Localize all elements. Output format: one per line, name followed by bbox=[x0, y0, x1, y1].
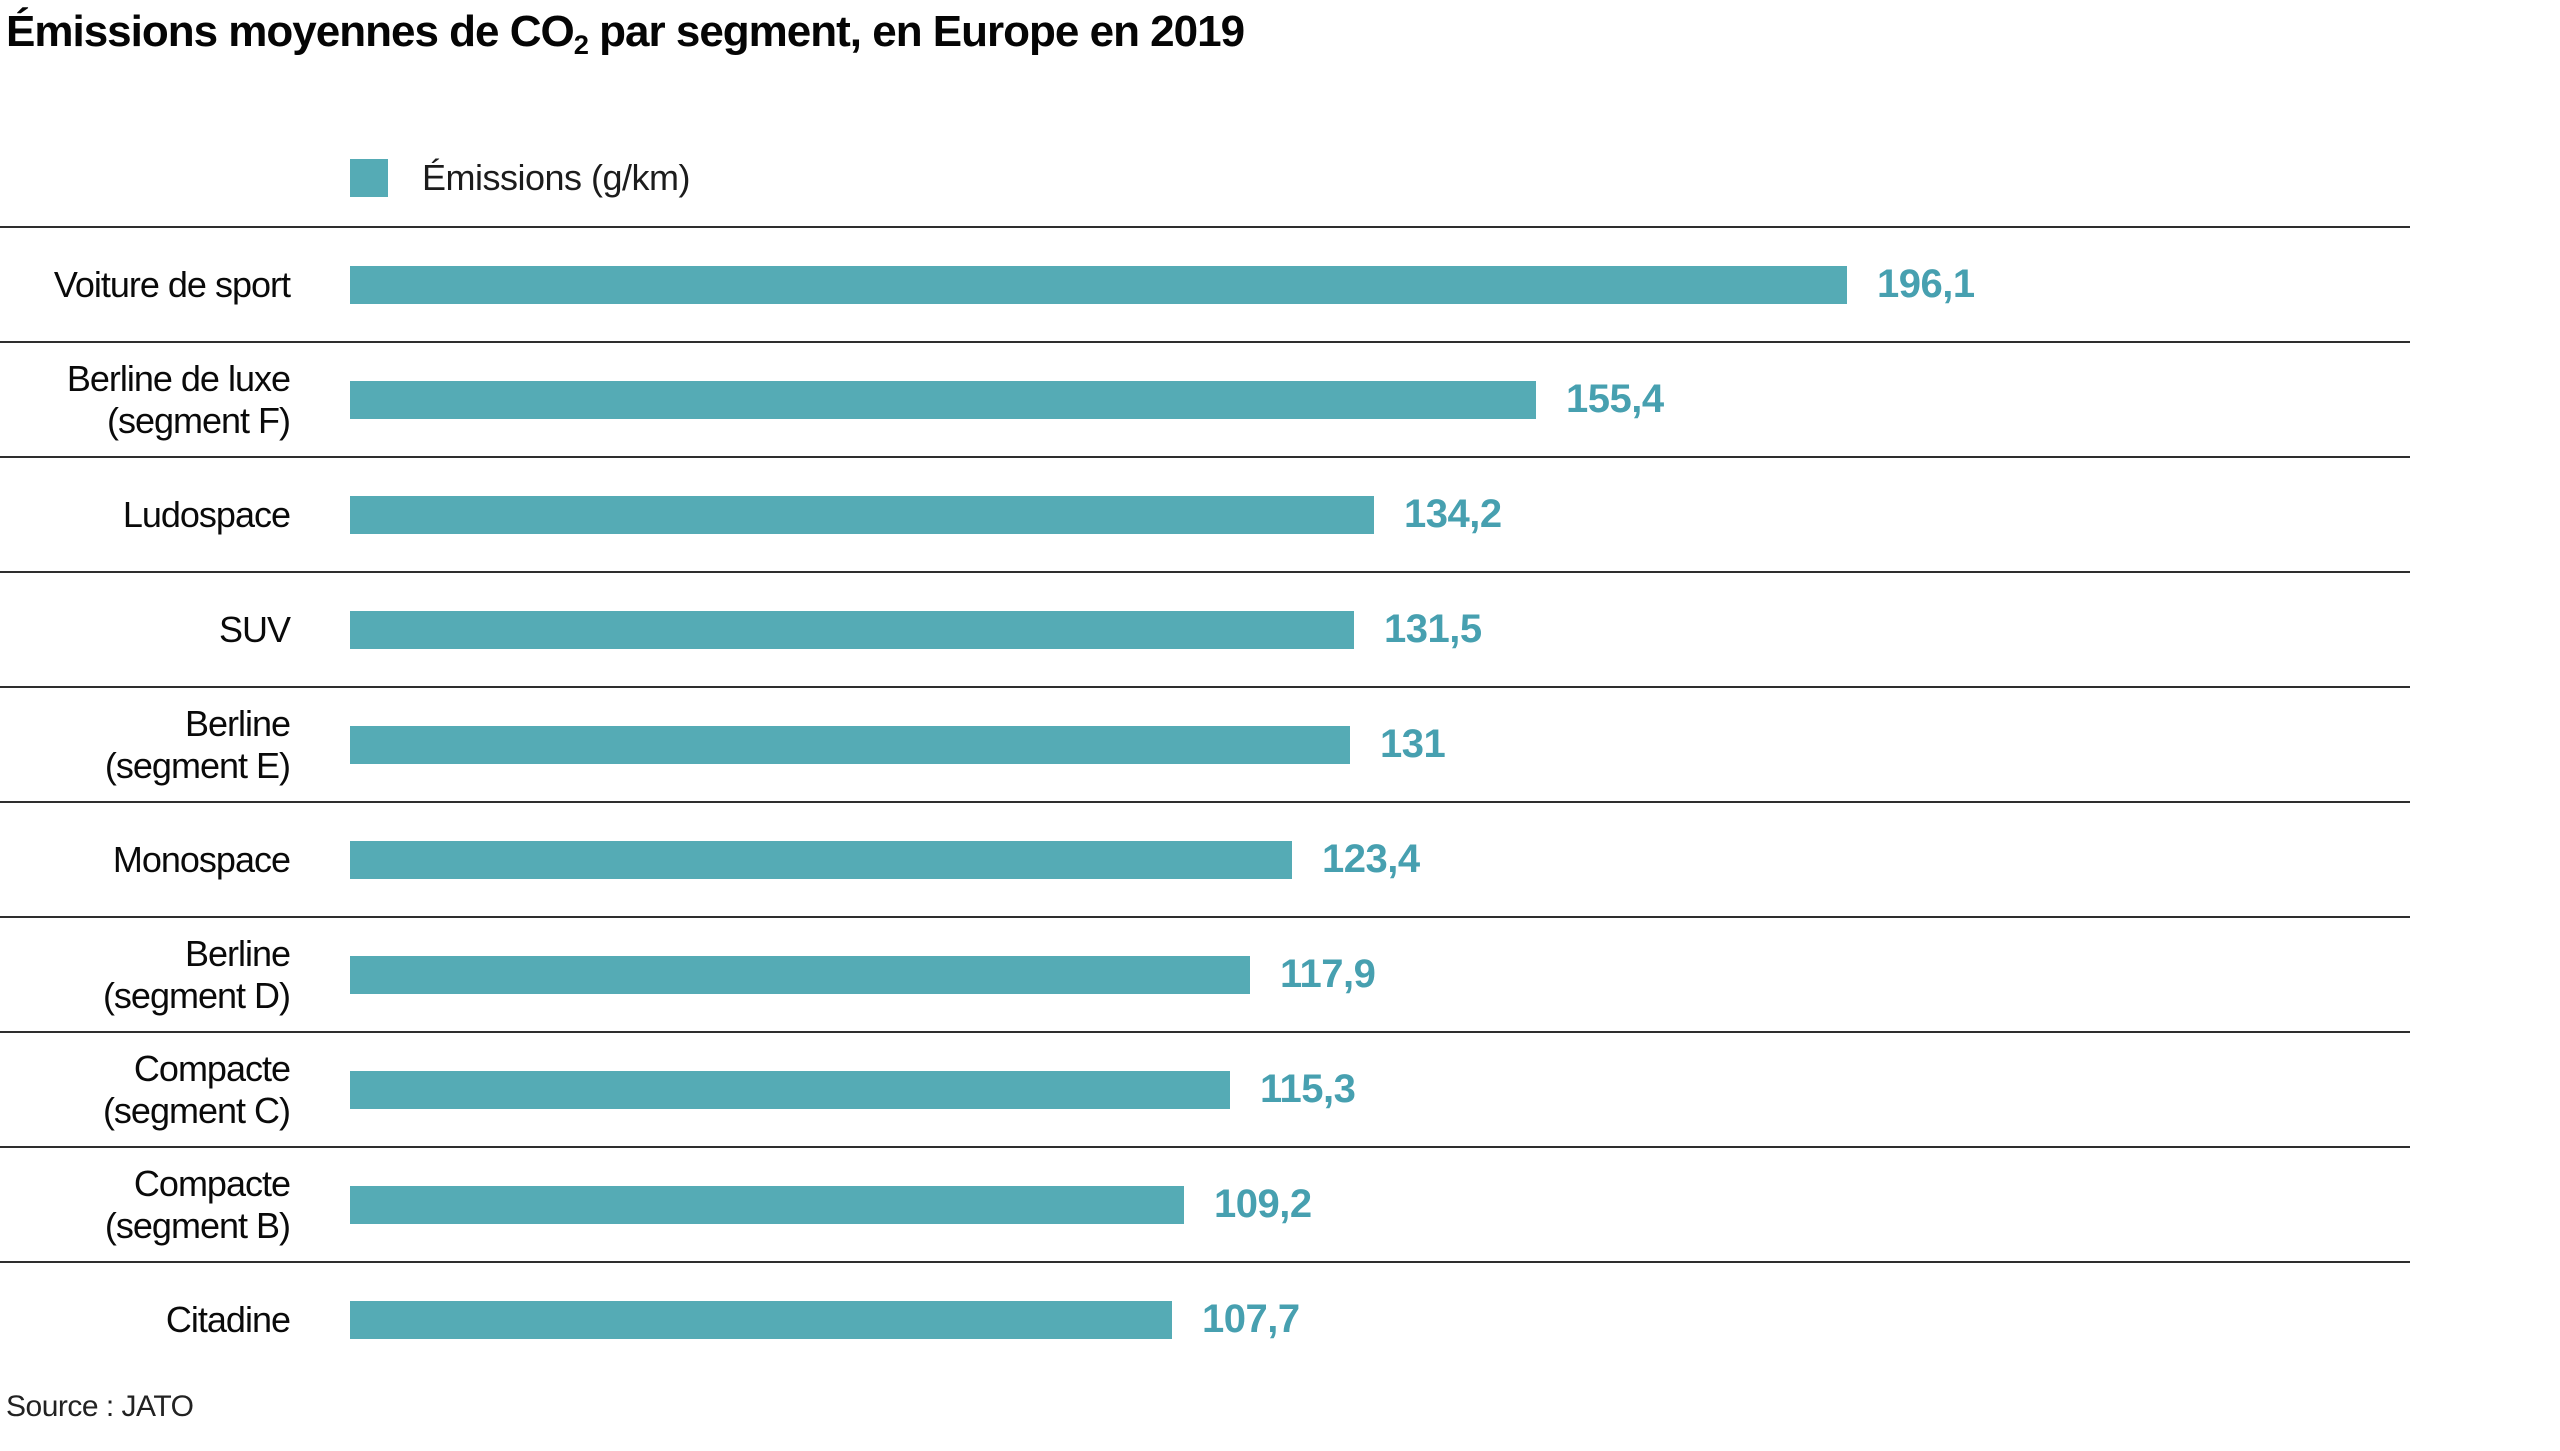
bar-track: 196,1 bbox=[350, 228, 2410, 341]
source-note: Source : JATO bbox=[6, 1390, 194, 1423]
category-label: Citadine bbox=[165, 1298, 291, 1340]
value-label: 134,2 bbox=[1404, 492, 1502, 536]
category-label: Compacte (segment B) bbox=[104, 1163, 291, 1246]
value-label: 155,4 bbox=[1566, 377, 1664, 421]
value-label: 115,3 bbox=[1260, 1067, 1356, 1111]
bar-track: 123,4 bbox=[350, 803, 2410, 916]
bar-track: 131,5 bbox=[350, 573, 2410, 686]
bar-track: 107,7 bbox=[350, 1263, 2410, 1376]
bar bbox=[350, 955, 1250, 994]
bar-track: 115,3 bbox=[350, 1033, 2410, 1146]
chart-title-suffix: par segment, en Europe en 2019 bbox=[587, 7, 1245, 56]
category-label: SUV bbox=[218, 608, 291, 650]
value-label: 107,7 bbox=[1202, 1297, 1300, 1341]
category-label: Berline (segment D) bbox=[102, 933, 291, 1016]
bar bbox=[350, 380, 1536, 419]
bar bbox=[350, 725, 1350, 764]
value-label: 123,4 bbox=[1322, 837, 1420, 881]
category-label: Monospace bbox=[112, 838, 291, 880]
legend: Émissions (g/km) bbox=[350, 157, 2560, 198]
bar bbox=[350, 840, 1292, 879]
chart-row: Compacte (segment B) 109,2 bbox=[0, 1146, 2410, 1261]
chart-row: Berline de luxe (segment F) 155,4 bbox=[0, 341, 2410, 456]
category-label: Voiture de sport bbox=[53, 263, 291, 305]
chart-row: Berline (segment D) 117,9 bbox=[0, 916, 2410, 1031]
value-label: 131,5 bbox=[1384, 607, 1482, 651]
chart-row: Citadine 107,7 bbox=[0, 1261, 2410, 1376]
chart-row: SUV 131,5 bbox=[0, 571, 2410, 686]
chart-row: Ludospace 134,2 bbox=[0, 456, 2410, 571]
chart-title-subscript: 2 bbox=[573, 28, 589, 60]
category-label: Ludospace bbox=[122, 493, 291, 535]
bar-track: 131 bbox=[350, 688, 2410, 801]
chart-row: Voiture de sport 196,1 bbox=[0, 226, 2410, 341]
bar bbox=[350, 610, 1354, 649]
chart-row: Berline (segment E) 131 bbox=[0, 686, 2410, 801]
value-label: 131 bbox=[1380, 722, 1446, 766]
value-label: 109,2 bbox=[1214, 1182, 1312, 1226]
category-label: Berline de luxe (segment F) bbox=[66, 358, 291, 441]
bar bbox=[350, 1300, 1172, 1339]
value-label: 117,9 bbox=[1280, 952, 1376, 996]
bar bbox=[350, 1070, 1230, 1109]
chart-title-prefix: Émissions moyennes de CO bbox=[6, 7, 575, 56]
bar-track: 117,9 bbox=[350, 918, 2410, 1031]
bar bbox=[350, 265, 1847, 304]
bar-track: 109,2 bbox=[350, 1148, 2410, 1261]
value-label: 196,1 bbox=[1877, 262, 1975, 306]
legend-swatch-icon bbox=[350, 159, 388, 197]
chart-row: Monospace 123,4 bbox=[0, 801, 2410, 916]
chart-title: Émissions moyennes de CO2 par segment, e… bbox=[0, 0, 2560, 60]
category-label: Berline (segment E) bbox=[104, 703, 291, 786]
bar bbox=[350, 1185, 1184, 1224]
bar bbox=[350, 495, 1374, 534]
chart-row: Compacte (segment C) 115,3 bbox=[0, 1031, 2410, 1146]
bar-track: 155,4 bbox=[350, 343, 2410, 456]
bar-chart: Voiture de sport 196,1 Berline de luxe (… bbox=[0, 226, 2410, 1376]
bar-track: 134,2 bbox=[350, 458, 2410, 571]
category-label: Compacte (segment C) bbox=[102, 1048, 291, 1131]
legend-label: Émissions (g/km) bbox=[422, 157, 691, 198]
